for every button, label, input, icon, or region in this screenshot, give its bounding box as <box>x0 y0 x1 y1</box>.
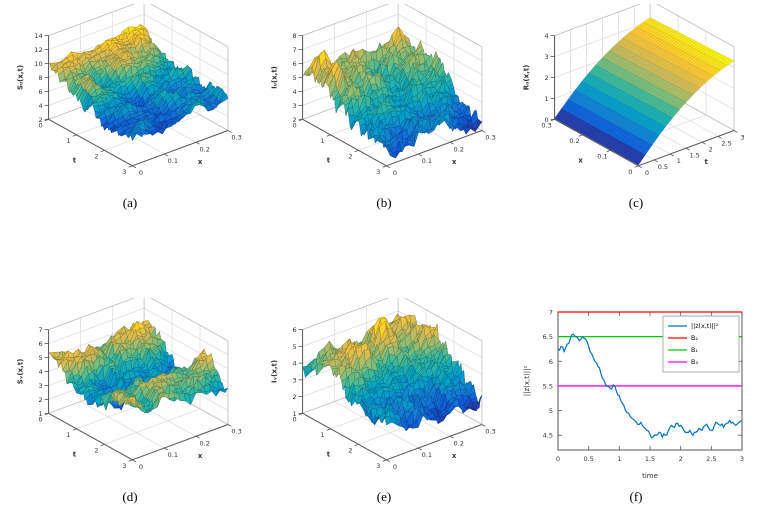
subplot-a: (a) <box>12 4 248 211</box>
subplot-d-caption: (d) <box>122 489 138 504</box>
subplot-a-canvas <box>12 4 248 190</box>
subplot-e-caption: (e) <box>376 489 392 504</box>
subplot-b: (b) <box>266 4 502 211</box>
subplot-c: (c) <box>518 4 754 211</box>
subplot-b-caption: (b) <box>376 195 392 210</box>
subplot-a-caption: (a) <box>122 195 138 210</box>
subplot-d: (d) <box>12 298 248 505</box>
subplot-e-canvas <box>266 298 502 484</box>
subplot-f: (f) <box>518 298 754 505</box>
subplot-d-canvas <box>12 298 248 484</box>
subplot-f-caption: (f) <box>629 489 643 504</box>
subplot-f-canvas <box>518 298 754 484</box>
subplot-b-canvas <box>266 4 502 190</box>
subplot-c-canvas <box>518 4 754 190</box>
subplot-c-caption: (c) <box>628 195 644 210</box>
subplot-e: (e) <box>266 298 502 505</box>
